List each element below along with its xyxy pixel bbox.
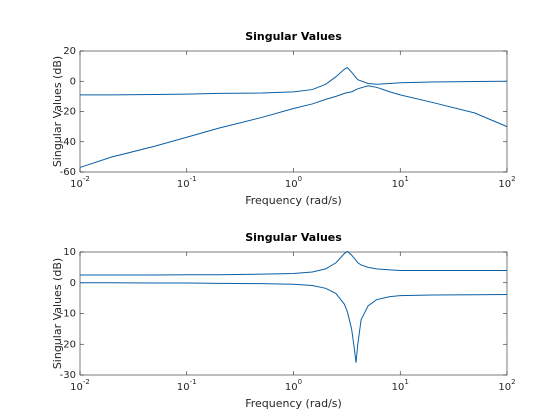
y-tick-label: -20 bbox=[60, 339, 76, 350]
chart-title: Singular Values bbox=[245, 30, 342, 43]
x-tick-label: 10-1 bbox=[177, 175, 197, 190]
y-tick-label: 10 bbox=[63, 247, 76, 258]
series-line bbox=[80, 67, 508, 96]
y-axis-label: Singular Values (dB) bbox=[51, 258, 64, 369]
y-tick-label: -20 bbox=[60, 107, 76, 118]
y-tick-label: 0 bbox=[70, 278, 76, 289]
x-tick-label: 100 bbox=[285, 175, 302, 190]
plot-area bbox=[79, 251, 508, 376]
y-tick-label: -10 bbox=[60, 309, 76, 320]
y-tick-label: 0 bbox=[70, 76, 76, 87]
y-tick-label: -30 bbox=[60, 370, 76, 381]
y-tick-label: -40 bbox=[60, 137, 76, 148]
y-axis-label: Singular Values (dB) bbox=[51, 56, 64, 167]
plot-area bbox=[79, 50, 508, 173]
y-tick-label: -60 bbox=[60, 167, 76, 178]
chart-title: Singular Values bbox=[245, 231, 342, 244]
x-tick-label: 102 bbox=[498, 175, 515, 190]
x-tick-label: 102 bbox=[498, 378, 515, 393]
x-tick-label: 10-2 bbox=[70, 378, 90, 393]
series-line bbox=[80, 282, 508, 363]
x-tick-label: 101 bbox=[392, 378, 409, 393]
x-tick-label: 10-2 bbox=[70, 175, 90, 190]
x-tick-label: 101 bbox=[392, 175, 409, 190]
x-axis-label: Frequency (rad/s) bbox=[245, 194, 342, 207]
series-line bbox=[80, 250, 507, 276]
x-tick-label: 100 bbox=[285, 378, 302, 393]
x-axis-label: Frequency (rad/s) bbox=[245, 397, 342, 410]
series-line bbox=[79, 85, 508, 168]
x-tick-label: 10-1 bbox=[177, 378, 197, 393]
y-tick-label: 20 bbox=[63, 46, 76, 57]
